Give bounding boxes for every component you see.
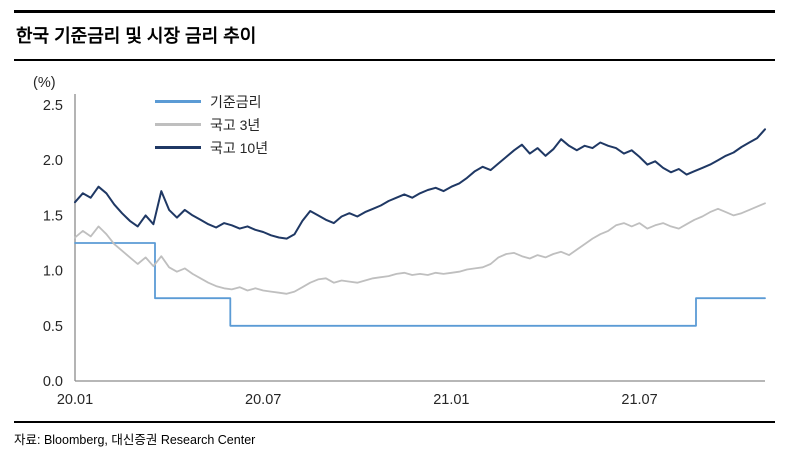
- source-footer: 자료: Bloomberg, 대신증권 Research Center: [14, 421, 775, 448]
- legend-label-ktb-10y: 국고 10년: [210, 139, 269, 156]
- chart-legend: 기준금리 국고 3년 국고 10년: [155, 91, 268, 160]
- y-tick-label: 0.0: [43, 374, 63, 390]
- x-tick-label: 20.01: [57, 392, 93, 408]
- y-tick-label: 1.0: [43, 264, 63, 280]
- y-tick-label: 2.0: [43, 153, 63, 169]
- series-line-ktb-3y: [74, 202, 766, 295]
- legend-item-base-rate: 기준금리: [155, 91, 268, 112]
- page-title: 한국 기준금리 및 시장 금리 추이: [16, 26, 257, 46]
- ktb-10y-line-icon: [155, 146, 201, 149]
- series-line-base-rate: [74, 242, 766, 327]
- x-tick-label: 20.07: [245, 392, 281, 408]
- y-tick-label: 0.5: [43, 319, 63, 335]
- chart-area: (%) 0.0 0.5 1.0 1.5 2.0 2.5 20.01 20.07 21.01 21.0…: [0, 70, 790, 415]
- chart-canvas: (%) 0.0 0.5 1.0 1.5 2.0 2.5 20.01 20.07 21.01 21.0…: [33, 75, 766, 408]
- ktb-3y-line-icon: [155, 123, 201, 126]
- base-rate-line-icon: [155, 100, 201, 103]
- chart-header: 한국 기준금리 및 시장 금리 추이: [14, 10, 775, 61]
- legend-label-base-rate: 기준금리: [210, 93, 262, 110]
- y-tick-label: 1.5: [43, 208, 63, 224]
- y-tick-label: 2.5: [43, 98, 63, 114]
- legend-item-ktb-3y: 국고 3년: [155, 114, 268, 135]
- series-line-ktb-10y: [74, 128, 766, 240]
- source-text: 자료: Bloomberg, 대신증권 Research Center: [14, 433, 256, 447]
- legend-item-ktb-10y: 국고 10년: [155, 137, 268, 158]
- legend-label-ktb-3y: 국고 3년: [210, 116, 261, 133]
- y-axis-unit-label: (%): [33, 75, 56, 91]
- x-tick-label: 21.01: [433, 392, 469, 408]
- x-tick-label: 21.07: [621, 392, 657, 408]
